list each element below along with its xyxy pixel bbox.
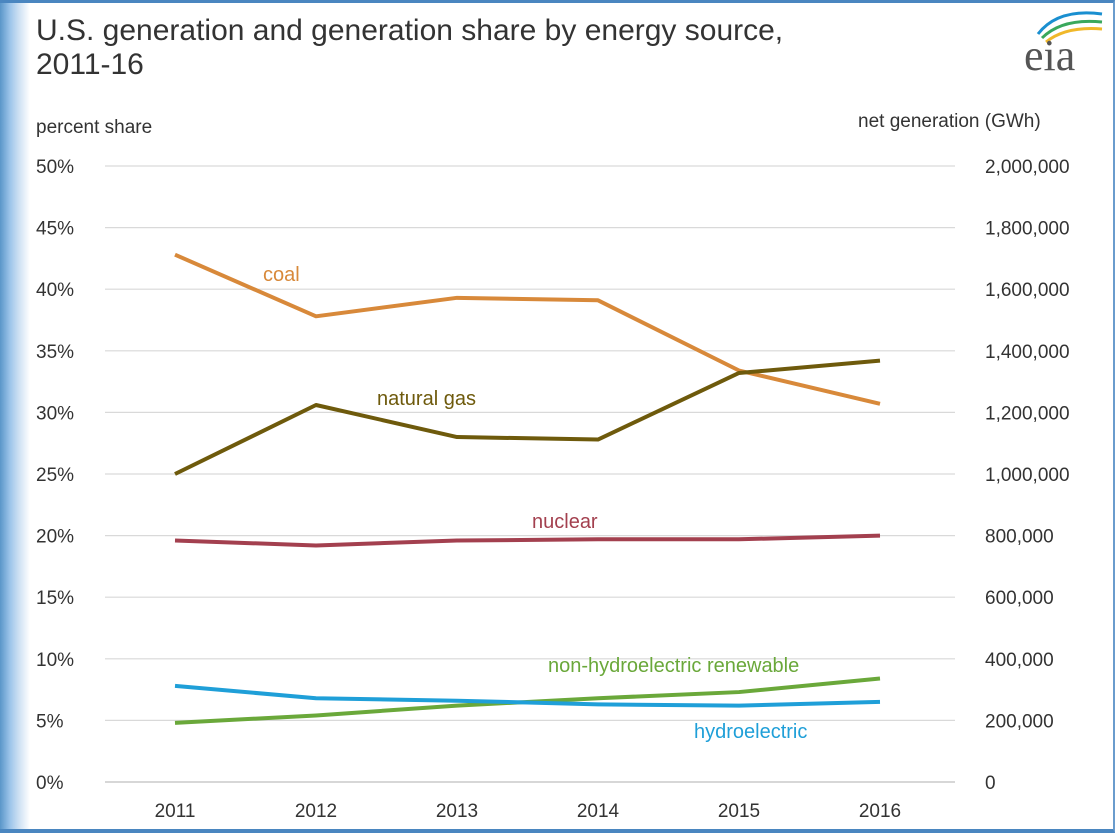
- eia-logo: eia: [1024, 11, 1103, 74]
- left-tick-label: 40%: [36, 280, 74, 301]
- series-label: coal: [263, 264, 300, 286]
- right-tick-label: 1,200,000: [985, 403, 1070, 424]
- right-tick-label: 800,000: [985, 527, 1054, 548]
- right-tick-label: 1,600,000: [985, 280, 1070, 301]
- x-tick-label: 2011: [155, 801, 196, 822]
- eia-logo-text: eia: [1024, 31, 1075, 74]
- eia-logo-arc-3: [1045, 27, 1103, 44]
- right-tick-label: 1,400,000: [985, 342, 1070, 363]
- series-line-natural-gas: [174, 358, 881, 476]
- left-tick-label: 10%: [36, 650, 74, 671]
- left-axis-ticks: 0% 5% 10% 15% 20% 25% 30% 35% 40% 45% 50%: [36, 157, 74, 794]
- eia-logo-arc-1: [1036, 11, 1103, 35]
- chart-title: U.S. generation and generation share by …: [36, 14, 936, 82]
- series-label: non-hydroelectric renewable: [548, 655, 799, 677]
- chart-title-line-2: 2011-16: [36, 48, 144, 81]
- left-tick-label: 45%: [36, 219, 74, 240]
- left-tick-label: 50%: [36, 157, 74, 178]
- series-label: natural gas: [377, 388, 476, 410]
- series-line-coal: [174, 252, 881, 406]
- x-axis-ticks: 2011 2012 2013 2014 2015 2016: [155, 801, 902, 822]
- right-axis-title: net generation (GWh): [858, 111, 1041, 132]
- series-line-hydroelectric: [174, 683, 881, 708]
- series-label: nuclear: [532, 511, 598, 533]
- left-tick-label: 5%: [36, 711, 64, 732]
- chart-title-line-1: U.S. generation and generation share by …: [36, 14, 784, 47]
- x-tick-label: 2013: [436, 801, 478, 822]
- left-tick-label: 25%: [36, 465, 74, 486]
- right-tick-label: 1,800,000: [985, 219, 1070, 240]
- x-tick-label: 2016: [859, 801, 901, 822]
- x-tick-label: 2014: [577, 801, 620, 822]
- right-tick-label: 2,000,000: [985, 157, 1070, 178]
- series-label: hydroelectric: [694, 721, 807, 743]
- left-tick-label: 30%: [36, 403, 74, 424]
- left-tick-label: 15%: [36, 588, 74, 609]
- left-tick-label: 20%: [36, 527, 74, 548]
- series-layer: [174, 252, 881, 725]
- left-tick-label: 35%: [36, 342, 74, 363]
- right-tick-label: 1,000,000: [985, 465, 1070, 486]
- x-tick-label: 2012: [295, 801, 337, 822]
- right-tick-label: 0: [985, 773, 996, 794]
- series-line-nuclear: [174, 533, 881, 548]
- right-tick-label: 600,000: [985, 588, 1054, 609]
- x-tick-label: 2015: [718, 801, 760, 822]
- right-tick-label: 200,000: [985, 711, 1054, 732]
- left-axis-title: percent share: [36, 117, 153, 138]
- series-labels: coal natural gas nuclear non-hydroelectric …: [263, 264, 807, 743]
- left-tick-label: 0%: [36, 773, 64, 794]
- right-tick-label: 400,000: [985, 650, 1054, 671]
- right-axis-ticks: 0 200,000 400,000 600,000 800,000 1,000,000 1,…: [985, 157, 1070, 794]
- eia-logo-arc-2: [1040, 19, 1103, 40]
